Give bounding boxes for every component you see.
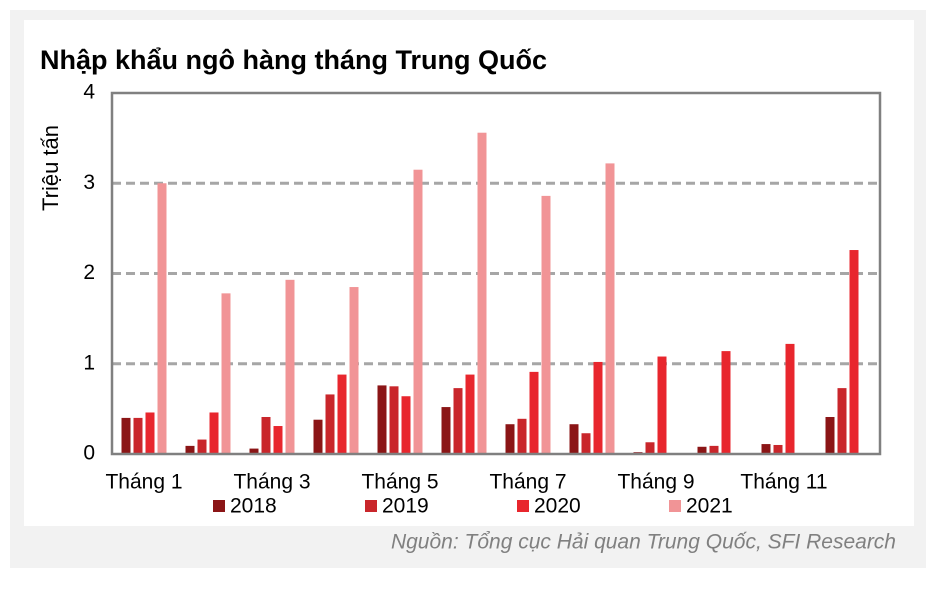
bar bbox=[541, 195, 551, 454]
bar bbox=[261, 416, 271, 454]
bar bbox=[761, 444, 771, 454]
bar bbox=[401, 396, 411, 454]
legend-marker bbox=[365, 500, 377, 512]
bar bbox=[285, 279, 295, 454]
legend-label: 2019 bbox=[382, 495, 429, 518]
bar bbox=[593, 361, 603, 454]
bar bbox=[453, 388, 463, 454]
bar bbox=[221, 293, 231, 454]
y-axis-title: Triệu tấn bbox=[38, 125, 63, 211]
bar bbox=[413, 169, 423, 454]
bar bbox=[441, 407, 451, 454]
bar bbox=[377, 385, 387, 454]
bar bbox=[389, 386, 399, 454]
bar bbox=[133, 417, 143, 454]
bar bbox=[721, 351, 731, 454]
y-tick-label: 4 bbox=[83, 81, 95, 104]
bar bbox=[773, 444, 783, 454]
source-note: Nguồn: Tổng cục Hải quan Trung Quốc, SFI… bbox=[391, 531, 896, 554]
x-tick-label: Tháng 1 bbox=[105, 471, 182, 494]
bar bbox=[337, 374, 347, 454]
bar bbox=[517, 418, 527, 454]
bar bbox=[657, 356, 667, 454]
bar bbox=[709, 445, 719, 454]
bar bbox=[837, 388, 847, 454]
y-tick-label: 1 bbox=[83, 351, 95, 374]
bar bbox=[185, 445, 195, 454]
bar bbox=[529, 371, 539, 454]
bar bbox=[197, 439, 207, 454]
bar bbox=[825, 416, 835, 454]
x-tick-label: Tháng 5 bbox=[361, 471, 438, 494]
bar bbox=[249, 448, 259, 454]
bar bbox=[121, 417, 131, 454]
bar bbox=[645, 442, 655, 454]
bar bbox=[145, 412, 155, 454]
y-tick-label: 2 bbox=[83, 261, 95, 284]
bar bbox=[465, 374, 475, 454]
bar bbox=[209, 412, 219, 454]
bar bbox=[325, 394, 335, 454]
bar bbox=[349, 287, 359, 454]
x-tick-label: Tháng 9 bbox=[617, 471, 694, 494]
legend-label: 2018 bbox=[230, 495, 277, 518]
x-tick-label: Tháng 3 bbox=[233, 471, 310, 494]
bar bbox=[697, 446, 707, 454]
plot-frame bbox=[110, 91, 882, 456]
legend-marker bbox=[517, 500, 529, 512]
bar bbox=[849, 250, 859, 454]
y-tick-label: 3 bbox=[83, 171, 95, 194]
x-tick-label: Tháng 7 bbox=[489, 471, 566, 494]
bar bbox=[505, 424, 515, 454]
legend-marker bbox=[669, 500, 681, 512]
chart-title: Nhập khẩu ngô hàng tháng Trung Quốc bbox=[40, 45, 547, 75]
bar bbox=[157, 183, 167, 454]
x-tick-label: Tháng 11 bbox=[740, 471, 827, 494]
bar bbox=[581, 433, 591, 454]
bar bbox=[569, 424, 579, 454]
bar bbox=[273, 426, 283, 454]
bar bbox=[785, 343, 795, 454]
bar bbox=[477, 132, 487, 454]
y-tick-label: 0 bbox=[83, 442, 95, 465]
legend-label: 2021 bbox=[686, 495, 733, 518]
bar bbox=[605, 163, 615, 454]
legend-label: 2020 bbox=[534, 495, 581, 518]
bar bbox=[313, 419, 323, 454]
legend-marker bbox=[213, 500, 225, 512]
